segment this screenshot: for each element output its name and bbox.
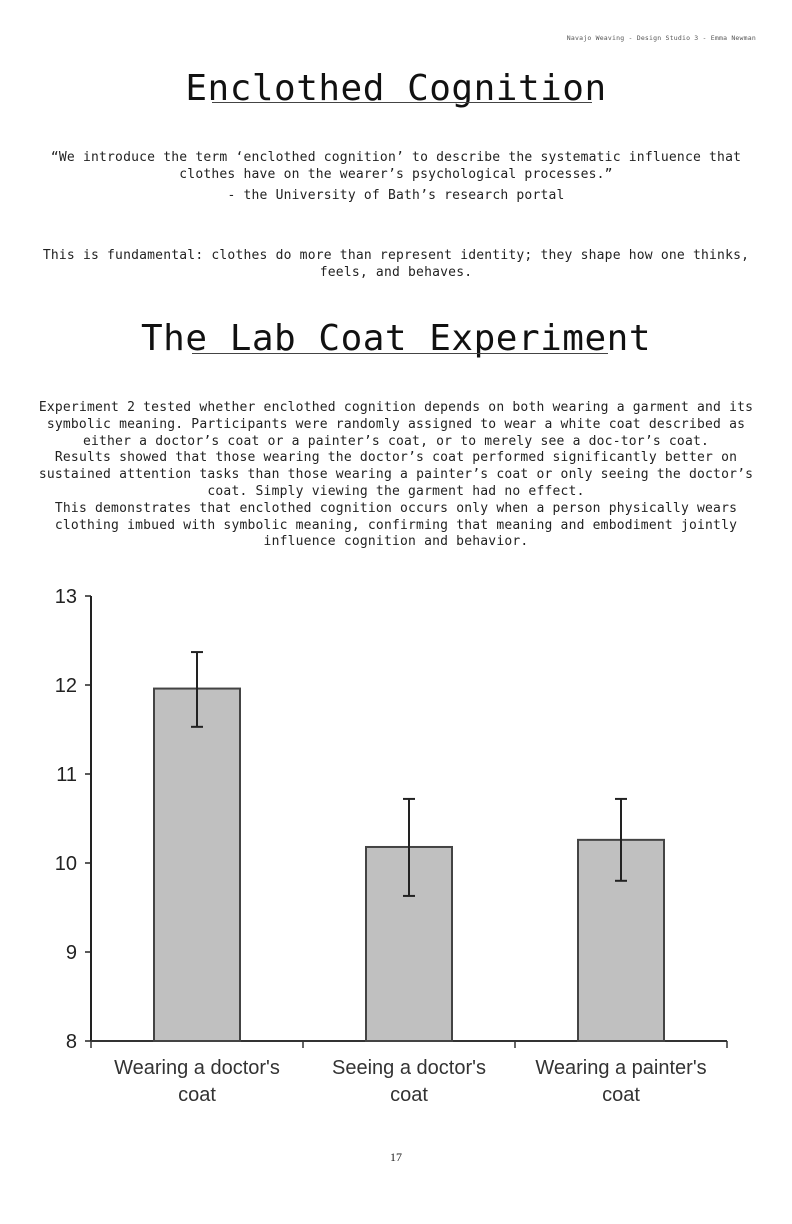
y-tick-label: 12 (55, 675, 77, 697)
conclusion-paragraph: This demonstrates that enclothed cogniti… (54, 500, 738, 550)
page-number: 17 (390, 1150, 402, 1164)
y-tick-label: 10 (55, 853, 77, 875)
x-category-label: coat (390, 1084, 428, 1106)
x-category-label: coat (178, 1084, 216, 1106)
x-category-label: Wearing a doctor's (114, 1057, 280, 1079)
y-tick-label: 9 (66, 942, 77, 964)
y-tick-label: 13 (55, 586, 77, 608)
x-category-label: Wearing a painter's (535, 1057, 706, 1079)
quote-attribution: - the University of Bath’s research port… (227, 188, 565, 203)
bar-chart: 8 9 10 11 12 13 Wearing a doctor's coat Seeing a… (0, 570, 792, 1130)
quote-text: “We introduce the term ‘enclothed cognit… (50, 150, 742, 182)
title-underline (212, 102, 592, 103)
experiment-description: Experiment 2 tested whether enclothed co… (36, 400, 756, 551)
header-note: Navajo Weaving - Design Studio 3 - Emma … (566, 34, 756, 42)
bar (153, 687, 241, 1042)
x-category-label: coat (602, 1084, 640, 1106)
y-tick-label: 11 (56, 764, 77, 786)
y-tick-label: 8 (66, 1031, 77, 1053)
experiment-paragraph: Experiment 2 tested whether enclothed co… (38, 400, 754, 449)
bar (365, 845, 453, 1042)
title-underline (192, 353, 608, 354)
x-category-label: Seeing a doctor's (332, 1057, 486, 1079)
fundamental-statement: This is fundamental: clothes do more tha… (42, 248, 750, 280)
section-title-lab-coat-experiment: The Lab Coat Experiment (141, 318, 651, 359)
bar-chart-svg: 8 9 10 11 12 13 Wearing a doctor's coat Seeing a… (55, 586, 728, 1106)
results-paragraph: Results showed that those wearing the do… (38, 450, 754, 499)
